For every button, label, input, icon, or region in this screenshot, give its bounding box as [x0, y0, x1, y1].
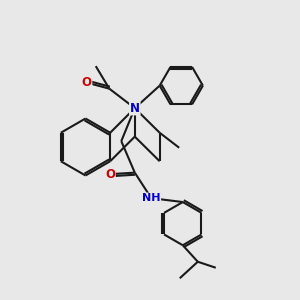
Text: O: O	[105, 168, 115, 181]
Text: O: O	[82, 76, 92, 89]
Text: N: N	[130, 102, 140, 115]
Text: N: N	[130, 102, 140, 115]
Text: NH: NH	[142, 193, 161, 203]
